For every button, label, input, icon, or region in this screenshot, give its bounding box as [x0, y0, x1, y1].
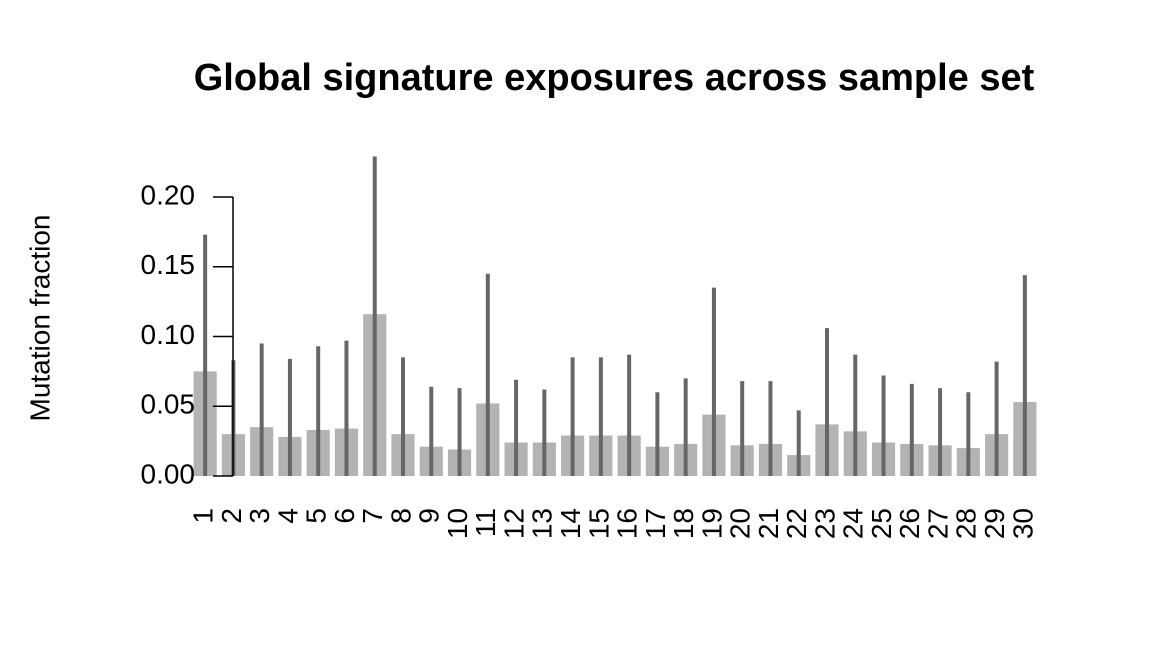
- y-tick-label: 0.20: [141, 179, 196, 210]
- x-tick-label: 19: [696, 508, 727, 539]
- x-tick-label: 2: [216, 508, 247, 524]
- x-tick-label: 15: [583, 508, 614, 539]
- x-tick-label: 30: [1007, 508, 1038, 539]
- y-tick-label: 0.05: [141, 389, 196, 420]
- x-tick-label: 4: [272, 508, 303, 524]
- x-tick-label: 25: [866, 508, 897, 539]
- x-tick-label: 10: [442, 508, 473, 539]
- x-tick-label: 26: [894, 508, 925, 539]
- x-tick-label: 18: [668, 508, 699, 539]
- x-tick-label: 24: [838, 508, 869, 539]
- y-tick-label: 0.00: [141, 458, 196, 489]
- x-tick-label: 12: [498, 508, 529, 539]
- x-tick-label: 20: [725, 508, 756, 539]
- x-tick-label: 7: [357, 508, 388, 524]
- x-tick-label: 22: [781, 508, 812, 539]
- x-tick-label: 9: [414, 508, 445, 524]
- x-tick-label: 14: [555, 508, 586, 539]
- x-tick-label: 8: [385, 508, 416, 524]
- x-tick-label: 27: [922, 508, 953, 539]
- y-tick-label: 0.15: [141, 249, 196, 280]
- x-tick-label: 21: [753, 508, 784, 539]
- x-tick-label: 1: [188, 508, 219, 524]
- x-tick-label: 17: [640, 508, 671, 539]
- y-axis-label: Mutation fraction: [24, 215, 55, 422]
- x-tick-label: 5: [301, 508, 332, 524]
- x-tick-label: 6: [329, 508, 360, 524]
- x-tick-label: 13: [527, 508, 558, 539]
- y-tick-label: 0.10: [141, 319, 196, 350]
- x-tick-label: 11: [470, 508, 501, 537]
- chart-title: Global signature exposures across sample…: [194, 57, 1035, 99]
- x-tick-label: 3: [244, 508, 275, 524]
- x-tick-label: 29: [979, 508, 1010, 539]
- x-tick-label: 28: [951, 508, 982, 539]
- x-tick-label: 23: [809, 508, 840, 539]
- x-tick-label: 16: [612, 508, 643, 539]
